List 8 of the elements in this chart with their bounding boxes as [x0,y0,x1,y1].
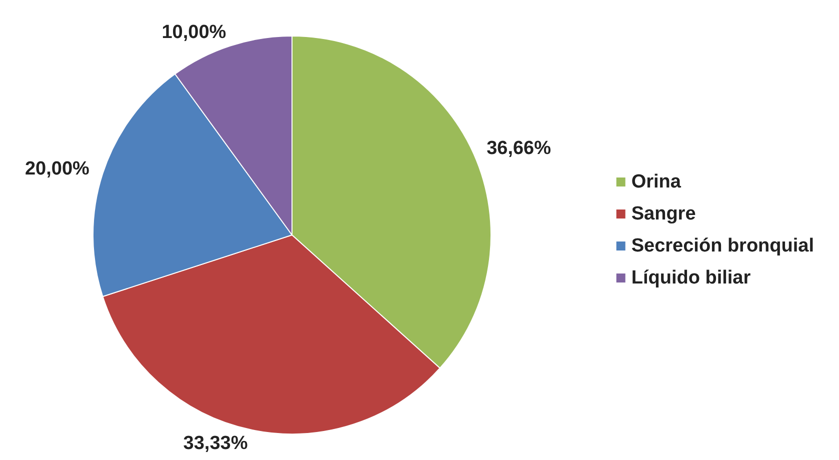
legend-label: Secreción bronquial [631,236,814,256]
legend-label: Líquido biliar [631,268,752,288]
data-label: 10,00% [162,22,226,43]
legend-label: Orina [631,172,682,192]
data-label: 33,33% [183,432,248,454]
data-label: 20,00% [24,158,90,180]
data-label: 36,66% [486,138,552,159]
legend-label: Sangre [631,204,696,224]
